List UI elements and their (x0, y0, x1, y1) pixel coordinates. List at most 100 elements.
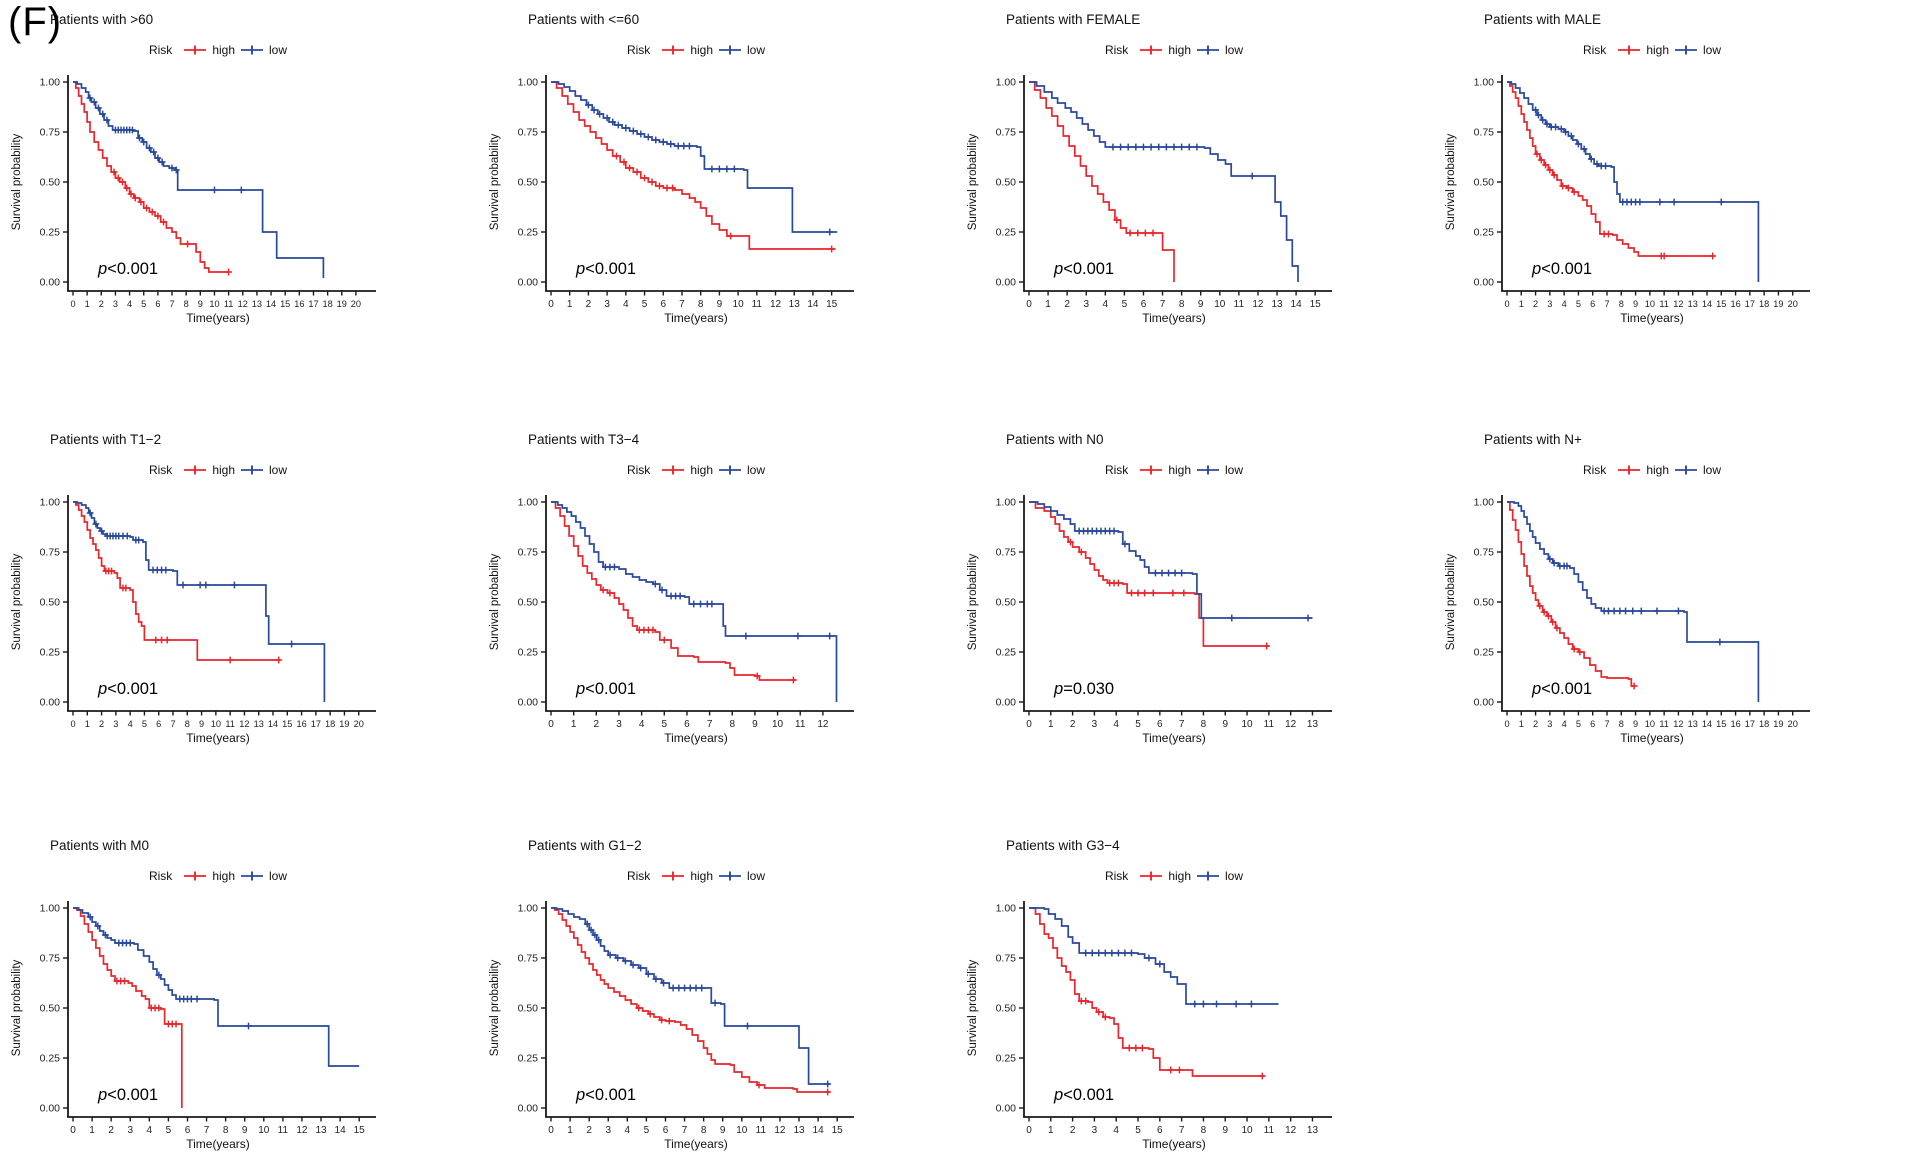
y-axis-title: Survival probability (489, 553, 501, 650)
x-tick-label: 15 (1310, 299, 1322, 310)
legend-label-high: high (1168, 43, 1191, 57)
survival-curve-high (1029, 907, 1265, 1077)
x-tick-label: 4 (127, 299, 132, 309)
x-axis-title: Time(years) (664, 731, 728, 745)
y-tick-label: 1.00 (40, 903, 61, 915)
x-tick-label: 14 (335, 1125, 347, 1136)
km-chart-t3-4: 1.000.750.500.250.000 1 2 3 4 5 6 7 8 9 10 11 12Time… (489, 495, 854, 745)
x-tick-label: 11 (225, 719, 235, 729)
legend-label-high: high (690, 869, 713, 883)
x-tick-label: 20 (1788, 299, 1798, 309)
legend-label-high: high (1646, 463, 1669, 477)
y-tick-label: 0.50 (518, 1003, 539, 1015)
legend-key-low-icon (1675, 45, 1697, 55)
y-tick-label: 0.50 (40, 177, 61, 189)
x-tick-label: 4 (623, 299, 629, 310)
y-tick-label: 0.50 (1474, 177, 1495, 189)
legend-label-high: high (1168, 463, 1191, 477)
legend-label-low: low (747, 463, 766, 477)
x-axis-title: Time(years) (1620, 311, 1684, 325)
x-tick-label: 7 (707, 719, 713, 730)
x-tick-label: 0 (1026, 719, 1032, 730)
x-tick-label: 3 (113, 719, 118, 729)
legend-title: Risk (1104, 463, 1129, 477)
survival-curve-low (551, 81, 838, 233)
y-tick-label: 0.25 (1474, 227, 1495, 239)
legend-label-low: low (1225, 869, 1244, 883)
survival-curve-low (73, 501, 326, 702)
legend-key-high-icon (1618, 465, 1641, 475)
x-tick-label: 4 (1562, 299, 1567, 309)
x-tick-label: 11 (1234, 299, 1245, 310)
x-axis-title: Time(years) (186, 1137, 250, 1151)
x-tick-label: 12 (1673, 299, 1683, 309)
y-tick-label: 0.75 (996, 953, 1017, 965)
x-axis-title: Time(years) (1142, 731, 1206, 745)
x-tick-label: 1 (571, 719, 577, 730)
x-tick-label: 9 (199, 719, 204, 729)
y-tick-label: 0.25 (40, 1053, 61, 1065)
km-plot-g3-4: Patients with G3−4 Risk high low 1.00 0.75 0.5… (956, 826, 1434, 1166)
x-tick-label: 9 (717, 299, 723, 310)
x-tick-label: 5 (142, 719, 147, 729)
y-tick-label: 0.25 (518, 227, 539, 239)
x-tick-label: 6 (155, 299, 160, 309)
x-tick-label: 6 (684, 719, 690, 730)
y-tick-label: 0.00 (996, 277, 1017, 289)
x-tick-label: 0 (548, 299, 554, 310)
x-tick-label: 3 (605, 1125, 611, 1136)
x-tick-label: 7 (679, 299, 685, 310)
x-tick-label: 17 (311, 719, 321, 729)
x-tick-label: 10 (1214, 299, 1226, 310)
x-tick-label: 10 (1241, 719, 1253, 730)
y-tick-label: 0.00 (1474, 277, 1495, 289)
y-tick-label: 0.00 (40, 1103, 61, 1115)
x-tick-label: 15 (1716, 719, 1726, 729)
x-tick-label: 0 (1026, 1125, 1032, 1136)
x-tick-label: 10 (1645, 719, 1655, 729)
x-tick-label: 9 (198, 299, 203, 309)
x-tick-label: 6 (1141, 299, 1147, 310)
legend-key-high-icon (184, 871, 207, 881)
x-tick-label: 17 (1745, 719, 1755, 729)
x-tick-label: 13 (1271, 299, 1283, 310)
legend-title: Risk (1104, 43, 1129, 57)
legend-title: Risk (1582, 463, 1607, 477)
x-tick-label: 6 (1157, 719, 1163, 730)
x-tick-label: 1 (567, 299, 573, 310)
y-tick-label: 0.00 (40, 697, 61, 709)
x-tick-label: 11 (1264, 1125, 1275, 1136)
x-tick-label: 6 (1590, 299, 1595, 309)
x-tick-label: 4 (128, 719, 133, 729)
y-tick-label: 0.25 (1474, 647, 1495, 659)
x-tick-label: 10 (733, 299, 745, 310)
x-axis-title: Time(years) (1620, 731, 1684, 745)
x-tick-label: 9 (1633, 719, 1638, 729)
x-tick-label: 1 (85, 719, 90, 729)
x-tick-label: 8 (185, 719, 190, 729)
x-tick-label: 15 (826, 299, 838, 310)
y-tick-label: 0.25 (40, 647, 61, 659)
legend-label-high: high (690, 43, 713, 57)
legend-label-low: low (269, 43, 288, 57)
y-tick-label: 1.00 (518, 903, 539, 915)
x-tick-label: 14 (1702, 719, 1712, 729)
x-tick-label: 3 (1547, 299, 1552, 309)
y-tick-label: 0.75 (1474, 547, 1495, 559)
x-tick-label: 2 (1064, 299, 1070, 310)
x-tick-label: 0 (1026, 299, 1032, 310)
plot-legend-g1-2: Risk high low (536, 869, 856, 883)
legend-label-high: high (212, 869, 235, 883)
x-tick-label: 13 (1307, 1125, 1319, 1136)
x-tick-label: 6 (1590, 719, 1595, 729)
x-tick-label: 10 (772, 719, 784, 730)
x-tick-label: 5 (644, 1125, 650, 1136)
x-tick-label: 8 (1201, 1125, 1207, 1136)
x-tick-label: 19 (1773, 719, 1783, 729)
plot-legend-t3-4: Risk high low (536, 463, 856, 477)
legend-label-high: high (1646, 43, 1669, 57)
km-plot-age-gt60: Patients with >60 Risk high low 1.00 0.75 0.50… (0, 0, 478, 420)
x-tick-label: 12 (770, 299, 782, 310)
x-tick-label: 11 (1659, 299, 1669, 309)
